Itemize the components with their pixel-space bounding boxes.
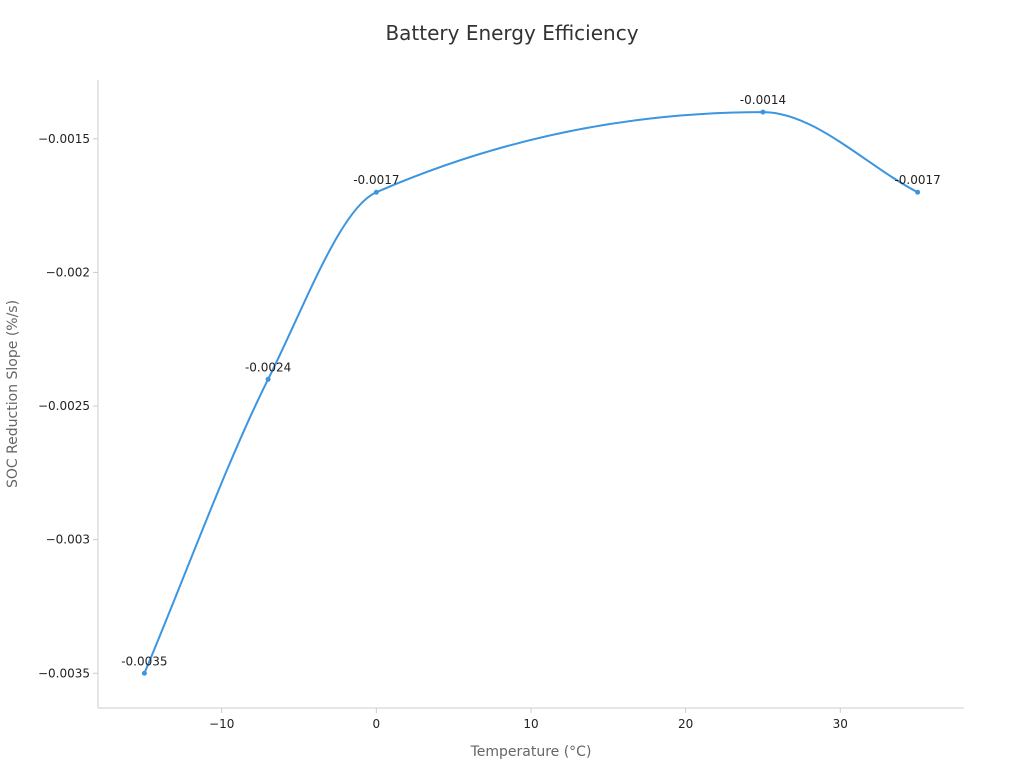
data-points [141, 109, 921, 676]
x-tick-label: 10 [523, 717, 538, 731]
x-tick-label: −10 [209, 717, 234, 731]
data-label: -0.0014 [740, 93, 786, 107]
x-tick-label: 30 [833, 717, 848, 731]
data-point [265, 376, 271, 382]
chart-title: Battery Energy Efficiency [385, 21, 638, 45]
data-label: -0.0017 [894, 173, 940, 187]
data-labels: -0.0035 -0.0024 -0.0017 -0.0014 -0.0017 [121, 93, 941, 668]
y-tick-label: −0.0025 [38, 399, 90, 413]
y-axis-label: SOC Reduction Slope (%/s) [5, 300, 21, 488]
data-label: -0.0035 [121, 654, 167, 668]
x-axis-ticks: −10 0 10 20 30 [209, 708, 848, 731]
x-tick-label: 0 [373, 717, 381, 731]
data-label: -0.0024 [245, 360, 291, 374]
x-tick-label: 20 [678, 717, 693, 731]
y-tick-label: −0.0035 [38, 666, 90, 680]
y-tick-label: −0.002 [46, 265, 90, 279]
x-axis-label: Temperature (°C) [470, 744, 592, 760]
series-line [143, 111, 919, 674]
data-point [141, 670, 147, 676]
data-point [760, 109, 766, 115]
y-tick-label: −0.0015 [38, 132, 90, 146]
y-axis-ticks: −0.0015 −0.002 −0.0025 −0.003 −0.0035 [38, 132, 98, 680]
y-tick-label: −0.003 [46, 533, 90, 547]
data-point [373, 189, 379, 195]
data-point [915, 189, 921, 195]
data-label: -0.0017 [353, 173, 399, 187]
